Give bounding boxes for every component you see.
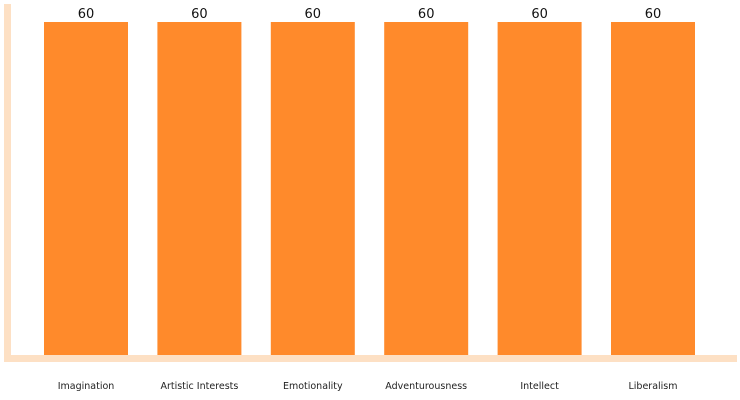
value-label: 60 <box>418 7 435 22</box>
y-axis-line <box>4 4 11 362</box>
category-label: Intellect <box>520 381 559 392</box>
value-label: 60 <box>531 7 548 22</box>
category-label-group: Imagination Artistic Interests Emotionalit… <box>58 381 678 392</box>
bar-emotionality <box>270 22 355 355</box>
value-label-group: 60 60 60 60 60 60 <box>78 7 662 22</box>
bar-adventurousness <box>384 22 469 355</box>
category-label: Imagination <box>58 381 115 392</box>
bar-imagination <box>44 22 128 355</box>
x-axis-line <box>4 355 737 362</box>
bar-artistic-interests <box>157 22 242 355</box>
category-label: Artistic Interests <box>160 381 238 392</box>
category-label: Liberalism <box>628 381 677 392</box>
bar-intellect <box>497 22 582 355</box>
bar-group <box>44 22 695 355</box>
category-label: Emotionality <box>283 381 343 392</box>
value-label: 60 <box>645 7 662 22</box>
value-label: 60 <box>191 7 208 22</box>
value-label: 60 <box>78 7 95 22</box>
value-label: 60 <box>305 7 322 22</box>
bar-liberalism <box>611 22 695 355</box>
category-label: Adventurousness <box>385 381 467 392</box>
